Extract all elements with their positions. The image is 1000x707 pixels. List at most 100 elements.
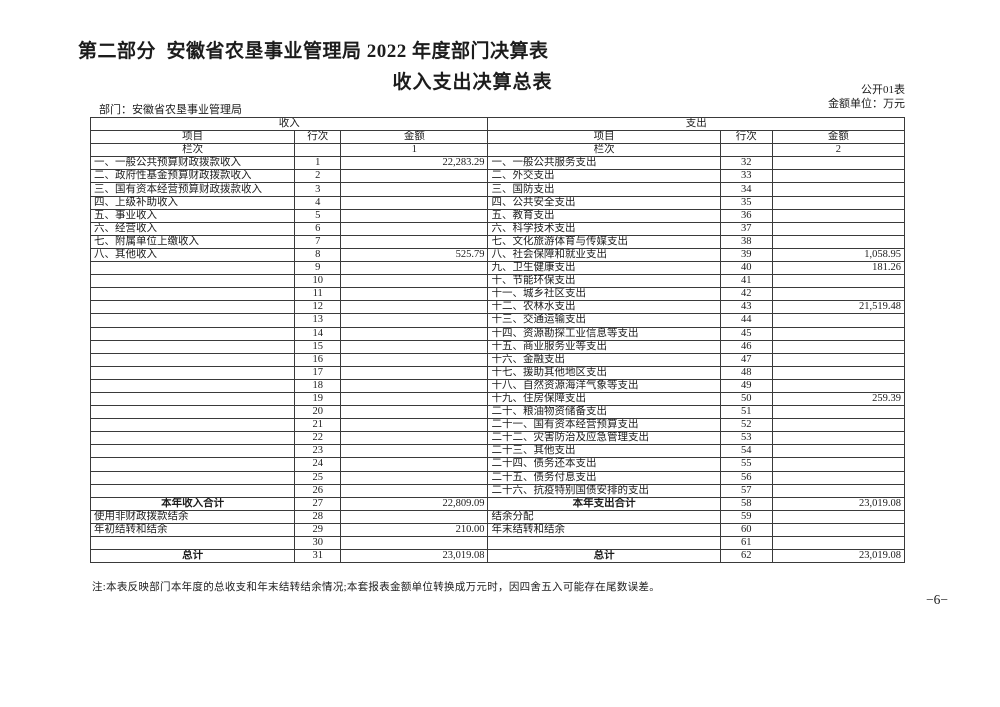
expense-item-cell: 七、文化旅游体育与传媒支出 — [487, 234, 721, 249]
expense-amount-cell — [771, 156, 906, 171]
income-amount-cell — [340, 182, 489, 197]
income-rownum-col-header: 行次 — [294, 130, 342, 145]
income-row-number-cell: 27 — [294, 496, 342, 511]
income-amount-cell — [340, 208, 489, 223]
income-row-number-cell: 14 — [294, 326, 342, 341]
expense-row-number-cell: 55 — [719, 457, 773, 472]
table-number: 公开01表 — [861, 84, 905, 96]
income-item-cell — [89, 470, 296, 485]
expense-amount-cell — [771, 470, 906, 485]
expense-item-cell: 二十五、债务付息支出 — [487, 470, 721, 485]
expense-amount-cell: 21,519.48 — [771, 300, 906, 315]
expense-item-cell: 年末结转和结余 — [487, 522, 721, 538]
income-item-cell — [89, 405, 296, 420]
expense-item-cell: 十三、交通运输支出 — [487, 313, 721, 328]
expense-row-number-cell: 40 — [719, 261, 773, 276]
income-item-cell — [89, 287, 296, 302]
expense-item-cell: 十八、自然资源海洋气象等支出 — [487, 378, 721, 393]
expense-amount-cell — [771, 509, 906, 524]
income-row-number-cell: 25 — [294, 470, 342, 485]
table-row: 10 十、节能环保支出 41 — [89, 274, 906, 289]
expense-item-cell: 十、节能环保支出 — [487, 274, 721, 289]
income-amount-cell — [340, 300, 489, 315]
income-amount-cell — [340, 221, 489, 236]
expense-item-cell: 二十四、债务还本支出 — [487, 457, 721, 472]
page-subtitle: 收入支出决算总表 — [392, 72, 553, 93]
income-item-cell — [89, 339, 296, 354]
expense-amount-cell — [771, 457, 906, 472]
expense-row-number-cell: 58 — [719, 496, 773, 511]
table-row: 20 二十、粮油物资储备支出 51 — [89, 405, 906, 420]
page-title: 第二部分 安徽省农垦事业管理局 2022 年度部门决算表 — [78, 41, 549, 62]
expense-amount-cell: 181.26 — [771, 261, 906, 276]
income-amount-cell — [340, 365, 489, 380]
income-amount-col-header: 金额 — [340, 130, 489, 145]
income-item-cell — [89, 274, 296, 289]
expense-amount-cell — [771, 169, 906, 184]
table-row: 六、经营收入 6 六、科学技术支出 37 — [89, 221, 906, 236]
expense-column-index-blank — [719, 143, 773, 158]
department-label: 部门：安徽省农垦事业管理局 — [99, 104, 242, 116]
expense-item-cell: 二十二、灾害防治及应急管理支出 — [487, 431, 721, 446]
income-item-cell: 总计 — [89, 549, 296, 564]
table-row: 一、一般公共预算财政拨款收入 1 22,283.29 一、一般公共服务支出 32 — [89, 156, 906, 171]
expense-amount-cell — [771, 352, 906, 367]
income-item-cell: 四、上级补助收入 — [89, 195, 296, 210]
income-row-number-cell: 13 — [294, 313, 342, 328]
income-row-number-cell: 30 — [294, 535, 342, 551]
expense-row-number-cell: 33 — [719, 169, 773, 184]
income-amount-cell — [340, 169, 489, 184]
income-amount-cell — [340, 261, 489, 276]
expense-amount-cell — [771, 444, 906, 459]
income-item-cell: 六、经营收入 — [89, 221, 296, 236]
table-note: 注:本表反映部门本年度的总收支和年末结转结余情况;本套报表金额单位转换成万元时，… — [92, 582, 661, 593]
expense-row-number-cell: 57 — [719, 483, 773, 498]
expense-amount-cell: 23,019.08 — [771, 496, 906, 511]
expense-item-cell: 十七、援助其他地区支出 — [487, 365, 721, 380]
table-row: 26 二十六、抗疫特别国债安排的支出 57 — [89, 483, 906, 498]
income-row-number-cell: 21 — [294, 418, 342, 433]
income-column-index-label: 栏次 — [89, 143, 296, 158]
expense-item-cell: 十二、农林水支出 — [487, 300, 721, 315]
section-header-row: 收入 支出 — [89, 116, 905, 132]
expense-amount-cell — [771, 522, 906, 538]
expense-row-number-cell: 36 — [719, 208, 773, 223]
income-item-cell — [89, 535, 296, 551]
expense-row-number-cell: 44 — [719, 313, 773, 328]
income-column-index: 1 — [340, 143, 489, 158]
income-amount-cell — [340, 509, 489, 524]
expense-item-cell: 总计 — [487, 549, 721, 564]
income-item-cell — [89, 378, 296, 393]
expense-item-cell: 四、公共安全支出 — [487, 195, 721, 210]
income-item-cell: 七、附属单位上缴收入 — [89, 234, 296, 249]
expense-row-number-cell: 60 — [719, 522, 773, 538]
expense-item-cell: 二十一、国有资本经营预算支出 — [487, 418, 721, 433]
table-row: 15 十五、商业服务业等支出 46 — [89, 339, 906, 354]
expense-item-cell — [487, 535, 721, 551]
income-item-cell: 二、政府性基金预算财政拨款收入 — [89, 169, 296, 184]
expense-row-number-cell: 37 — [719, 221, 773, 236]
expense-row-number-cell: 49 — [719, 378, 773, 393]
expense-item-cell: 二十三、其他支出 — [487, 444, 721, 459]
income-row-number-cell: 3 — [294, 182, 342, 197]
income-amount-cell — [340, 339, 489, 354]
expense-row-number-cell: 42 — [719, 287, 773, 302]
table-row: 二、政府性基金预算财政拨款收入 2 二、外交支出 33 — [89, 169, 906, 184]
income-amount-cell — [340, 352, 489, 367]
expense-item-cell: 十五、商业服务业等支出 — [487, 339, 721, 354]
expense-row-number-cell: 41 — [719, 274, 773, 289]
income-row-number-cell: 15 — [294, 339, 342, 354]
expense-item-col-header: 项目 — [487, 130, 721, 145]
table-row: 本年收入合计 27 22,809.09 本年支出合计 58 23,019.08 — [89, 496, 906, 511]
income-item-cell — [89, 418, 296, 433]
income-item-cell — [89, 326, 296, 341]
column-header-row: 项目 行次 金额 项目 行次 金额 — [89, 130, 906, 145]
table-row: 17 十七、援助其他地区支出 48 — [89, 365, 906, 380]
table-row: 24 二十四、债务还本支出 55 — [89, 457, 906, 472]
table-row: 13 十三、交通运输支出 44 — [89, 313, 906, 328]
expense-row-number-cell: 38 — [719, 234, 773, 249]
expense-row-number-cell: 53 — [719, 431, 773, 446]
table-row: 年初结转和结余 29 210.00 年末结转和结余 60 — [89, 522, 906, 538]
expense-amount-cell — [771, 274, 906, 289]
table-meta: 公开01表 金额单位：万元 — [90, 84, 905, 111]
